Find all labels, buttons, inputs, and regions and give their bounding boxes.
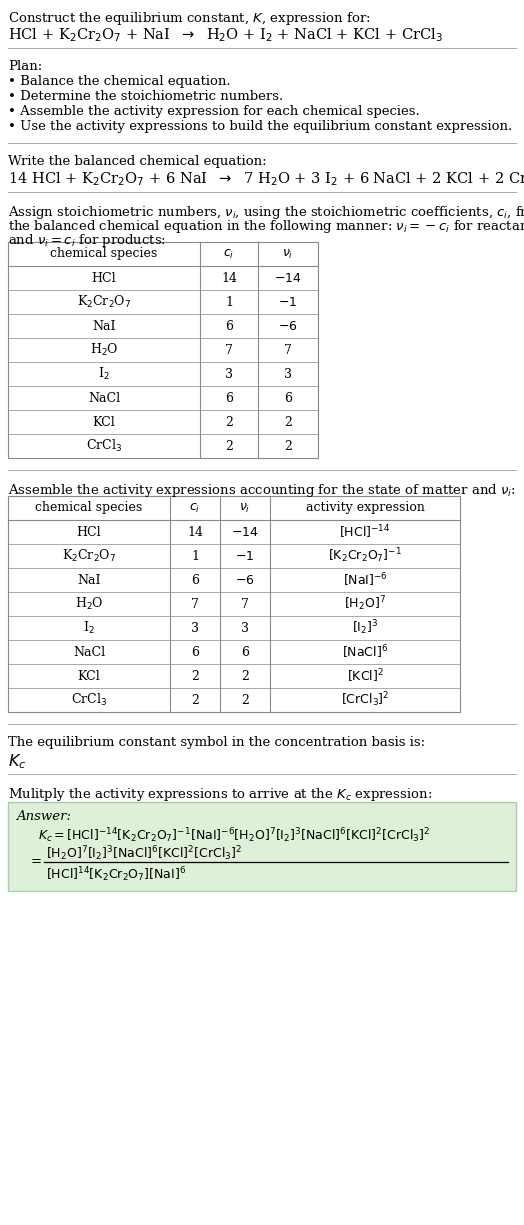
Text: and $\nu_i = c_i$ for products:: and $\nu_i = c_i$ for products: — [8, 232, 166, 249]
Text: $[\mathrm{K_2Cr_2O_7}]^{-1}$: $[\mathrm{K_2Cr_2O_7}]^{-1}$ — [328, 546, 402, 566]
Text: the balanced chemical equation in the following manner: $\nu_i = -c_i$ for react: the balanced chemical equation in the fo… — [8, 218, 524, 235]
Text: CrCl$_3$: CrCl$_3$ — [71, 692, 107, 708]
Text: 6: 6 — [284, 392, 292, 404]
Text: $K_c = [\mathrm{HCl}]^{-14} [\mathrm{K_2Cr_2O_7}]^{-1} [\mathrm{NaI}]^{-6} [\mat: $K_c = [\mathrm{HCl}]^{-14} [\mathrm{K_2… — [38, 826, 430, 845]
Text: • Assemble the activity expression for each chemical species.: • Assemble the activity expression for e… — [8, 105, 420, 118]
Text: $[\mathrm{HCl}]^{-14}$: $[\mathrm{HCl}]^{-14}$ — [340, 523, 391, 540]
Text: 14: 14 — [187, 526, 203, 539]
Text: 2: 2 — [241, 693, 249, 707]
Text: NaI: NaI — [77, 573, 101, 587]
Text: Answer:: Answer: — [16, 810, 71, 823]
Text: Construct the equilibrium constant, $K$, expression for:: Construct the equilibrium constant, $K$,… — [8, 10, 370, 27]
Text: $-6$: $-6$ — [278, 320, 298, 332]
Text: I$_2$: I$_2$ — [98, 366, 110, 382]
Text: $[\mathrm{KCl}]^{2}$: $[\mathrm{KCl}]^{2}$ — [346, 668, 384, 685]
Text: 3: 3 — [191, 621, 199, 635]
Text: K$_2$Cr$_2$O$_7$: K$_2$Cr$_2$O$_7$ — [62, 548, 116, 564]
Text: 7: 7 — [284, 343, 292, 356]
Text: NaCl: NaCl — [73, 646, 105, 659]
Text: • Use the activity expressions to build the equilibrium constant expression.: • Use the activity expressions to build … — [8, 120, 512, 134]
Text: 3: 3 — [225, 368, 233, 381]
Bar — [8, 496, 460, 712]
Text: $-1$: $-1$ — [235, 550, 255, 562]
Text: Plan:: Plan: — [8, 60, 42, 74]
Text: $K_c$: $K_c$ — [8, 752, 26, 771]
Text: KCl: KCl — [93, 415, 115, 429]
Bar — [8, 802, 516, 891]
Text: • Balance the chemical equation.: • Balance the chemical equation. — [8, 75, 231, 88]
Text: 2: 2 — [191, 693, 199, 707]
Text: $[\mathrm{NaCl}]^{6}$: $[\mathrm{NaCl}]^{6}$ — [342, 643, 388, 660]
Text: 2: 2 — [284, 440, 292, 452]
Text: Assemble the activity expressions accounting for the state of matter and $\nu_i$: Assemble the activity expressions accoun… — [8, 481, 516, 499]
Text: HCl + K$_2$Cr$_2$O$_7$ + NaI  $\rightarrow$  H$_2$O + I$_2$ + NaCl + KCl + CrCl$: HCl + K$_2$Cr$_2$O$_7$ + NaI $\rightarro… — [8, 26, 443, 44]
Text: • Determine the stoichiometric numbers.: • Determine the stoichiometric numbers. — [8, 89, 283, 103]
Text: chemical species: chemical species — [50, 247, 158, 261]
Text: 2: 2 — [225, 415, 233, 429]
Text: $\nu_i$: $\nu_i$ — [239, 501, 250, 514]
Text: K$_2$Cr$_2$O$_7$: K$_2$Cr$_2$O$_7$ — [77, 294, 131, 310]
Text: 2: 2 — [241, 670, 249, 682]
Text: 2: 2 — [225, 440, 233, 452]
Text: NaCl: NaCl — [88, 392, 120, 404]
Text: 7: 7 — [191, 598, 199, 610]
Text: 2: 2 — [191, 670, 199, 682]
Text: 3: 3 — [284, 368, 292, 381]
Text: 1: 1 — [191, 550, 199, 562]
Text: 14 HCl + K$_2$Cr$_2$O$_7$ + 6 NaI  $\rightarrow$  7 H$_2$O + 3 I$_2$ + 6 NaCl + : 14 HCl + K$_2$Cr$_2$O$_7$ + 6 NaI $\righ… — [8, 170, 524, 187]
Text: 7: 7 — [241, 598, 249, 610]
Text: $c_i$: $c_i$ — [189, 501, 201, 514]
Text: 6: 6 — [225, 320, 233, 332]
Text: $-14$: $-14$ — [231, 526, 259, 539]
Text: H$_2$O: H$_2$O — [75, 595, 103, 612]
Text: $-14$: $-14$ — [274, 272, 302, 284]
Text: $[\mathrm{H_2O}]^7 [\mathrm{I_2}]^3 [\mathrm{NaCl}]^6 [\mathrm{KCl}]^2 [\mathrm{: $[\mathrm{H_2O}]^7 [\mathrm{I_2}]^3 [\ma… — [46, 844, 243, 862]
Text: $[\mathrm{CrCl_3}]^{2}$: $[\mathrm{CrCl_3}]^{2}$ — [341, 691, 389, 709]
Text: $[\mathrm{HCl}]^{14} [\mathrm{K_2Cr_2O_7}] [\mathrm{NaI}]^6$: $[\mathrm{HCl}]^{14} [\mathrm{K_2Cr_2O_7… — [46, 865, 187, 883]
Text: I$_2$: I$_2$ — [83, 620, 95, 636]
Text: 6: 6 — [225, 392, 233, 404]
Text: 3: 3 — [241, 621, 249, 635]
Text: $c_i$: $c_i$ — [223, 247, 235, 261]
Text: 6: 6 — [241, 646, 249, 659]
Text: NaI: NaI — [92, 320, 116, 332]
Text: 2: 2 — [284, 415, 292, 429]
Text: activity expression: activity expression — [305, 501, 424, 514]
Text: 1: 1 — [225, 295, 233, 309]
Text: HCl: HCl — [92, 272, 116, 284]
Text: Mulitply the activity expressions to arrive at the $K_c$ expression:: Mulitply the activity expressions to arr… — [8, 786, 432, 804]
Text: $[\mathrm{I_2}]^{3}$: $[\mathrm{I_2}]^{3}$ — [352, 619, 378, 637]
Text: H$_2$O: H$_2$O — [90, 342, 118, 358]
Text: $=$: $=$ — [28, 854, 42, 866]
Text: 7: 7 — [225, 343, 233, 356]
Text: HCl: HCl — [77, 526, 101, 539]
Text: The equilibrium constant symbol in the concentration basis is:: The equilibrium constant symbol in the c… — [8, 736, 425, 748]
Text: CrCl$_3$: CrCl$_3$ — [86, 439, 122, 454]
Text: chemical species: chemical species — [36, 501, 143, 514]
Text: $-1$: $-1$ — [278, 295, 298, 309]
Text: $[\mathrm{NaI}]^{-6}$: $[\mathrm{NaI}]^{-6}$ — [343, 571, 387, 589]
Text: $[\mathrm{H_2O}]^{7}$: $[\mathrm{H_2O}]^{7}$ — [344, 594, 386, 614]
Text: 14: 14 — [221, 272, 237, 284]
Text: Write the balanced chemical equation:: Write the balanced chemical equation: — [8, 156, 267, 168]
Text: KCl: KCl — [78, 670, 101, 682]
Text: Assign stoichiometric numbers, $\nu_i$, using the stoichiometric coefficients, $: Assign stoichiometric numbers, $\nu_i$, … — [8, 205, 524, 220]
Text: 6: 6 — [191, 646, 199, 659]
Text: $-6$: $-6$ — [235, 573, 255, 587]
Text: 6: 6 — [191, 573, 199, 587]
Bar — [8, 243, 318, 458]
Text: $\nu_i$: $\nu_i$ — [282, 247, 293, 261]
